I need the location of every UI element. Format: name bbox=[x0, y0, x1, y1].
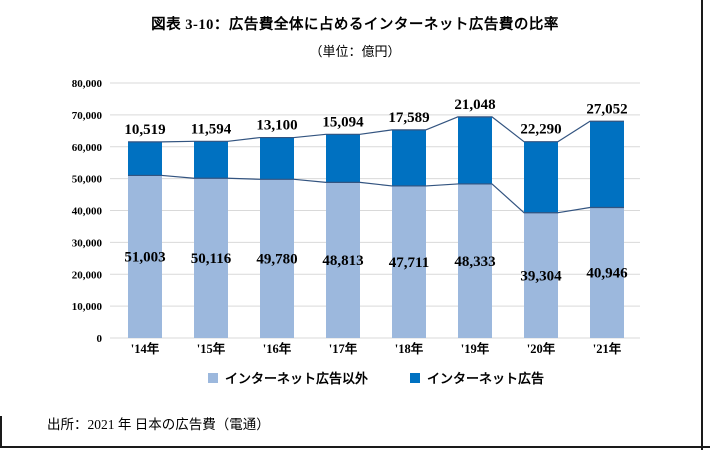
legend-swatch-internet-icon bbox=[410, 372, 420, 383]
bar-segment-non-internet bbox=[194, 178, 228, 338]
bar-segment-non-internet bbox=[524, 212, 558, 338]
chart-legend: インターネット広告以外 インターネット広告 bbox=[21, 368, 710, 387]
legend-item-internet: インターネット広告 bbox=[410, 368, 544, 387]
bar-segment-internet bbox=[128, 141, 162, 176]
bar-segment-internet bbox=[194, 141, 228, 179]
source-note: 出所：2021 年 日本の広告費（電通） bbox=[47, 417, 270, 432]
bar-segment-internet bbox=[260, 137, 294, 180]
internet-value-label: 17,589 bbox=[388, 110, 429, 126]
non-internet-value-label: 47,711 bbox=[389, 255, 429, 271]
non-internet-value-label: 48,813 bbox=[322, 253, 363, 269]
y-tick-label: 80,000 bbox=[72, 78, 103, 90]
y-tick-label: 40,000 bbox=[72, 206, 103, 218]
y-tick-label: 0 bbox=[97, 333, 103, 345]
page-border-right bbox=[701, 0, 703, 450]
x-tick-label: '16年 bbox=[263, 341, 292, 356]
y-tick-label: 10,000 bbox=[72, 301, 103, 313]
internet-value-label: 21,048 bbox=[454, 97, 495, 113]
chart-unit-label: （単位：億円） bbox=[309, 44, 401, 59]
internet-value-label: 11,594 bbox=[191, 121, 232, 137]
non-internet-value-label: 40,946 bbox=[586, 266, 628, 282]
y-tick-label: 60,000 bbox=[72, 142, 103, 154]
x-tick-label: '19年 bbox=[461, 341, 490, 356]
page-border-left bbox=[0, 416, 2, 448]
y-tick-label: 70,000 bbox=[72, 110, 103, 122]
non-internet-boundary-line bbox=[128, 174, 624, 214]
total-boundary-line bbox=[128, 116, 624, 143]
bar-segment-internet bbox=[326, 134, 360, 183]
bar-segment-internet bbox=[524, 141, 558, 213]
legend-label-non-internet: インターネット広告以外 bbox=[224, 371, 368, 386]
page-border-bottom bbox=[0, 446, 710, 448]
legend-item-non-internet: インターネット広告以外 bbox=[207, 368, 368, 387]
y-tick-label: 20,000 bbox=[72, 269, 103, 281]
non-internet-value-label: 39,304 bbox=[520, 268, 562, 284]
bar-segment-internet bbox=[458, 116, 492, 184]
x-tick-label: '17年 bbox=[329, 341, 358, 356]
x-tick-label: '14年 bbox=[131, 341, 160, 356]
bar-segment-internet bbox=[392, 129, 426, 186]
legend-label-internet: インターネット広告 bbox=[427, 371, 545, 386]
chart-title: 図表 3-10：広告費全体に占めるインターネット広告費の比率 bbox=[151, 17, 559, 33]
non-internet-value-label: 49,780 bbox=[256, 252, 297, 268]
x-tick-label: '21年 bbox=[593, 341, 622, 356]
x-tick-label: '18年 bbox=[395, 341, 424, 356]
x-tick-label: '15年 bbox=[197, 341, 226, 356]
non-internet-value-label: 48,333 bbox=[454, 254, 495, 270]
bar-segment-non-internet bbox=[590, 207, 624, 338]
bar-segment-internet bbox=[590, 121, 624, 208]
bar-segment-non-internet bbox=[128, 175, 162, 338]
internet-value-label: 27,052 bbox=[586, 101, 627, 117]
non-internet-value-label: 50,116 bbox=[191, 251, 232, 267]
legend-swatch-non-internet-icon bbox=[207, 372, 218, 383]
bar-segment-non-internet bbox=[260, 179, 294, 338]
stacked-bar-chart-canvas: 0 10,000 20,000 30,000 40,000 50,000 60,000 70,… bbox=[72, 78, 640, 356]
internet-value-label: 22,290 bbox=[520, 122, 561, 138]
bar-segment-non-internet bbox=[326, 182, 360, 338]
x-tick-label: '20年 bbox=[527, 341, 556, 356]
non-internet-value-label: 51,003 bbox=[124, 250, 165, 266]
internet-value-label: 13,100 bbox=[256, 118, 297, 134]
bar-segment-non-internet bbox=[458, 183, 492, 338]
bar-segment-non-internet bbox=[392, 185, 426, 338]
internet-value-label: 15,094 bbox=[322, 114, 364, 130]
y-tick-label: 30,000 bbox=[72, 237, 103, 249]
internet-value-label: 10,519 bbox=[124, 122, 165, 138]
y-tick-label: 50,000 bbox=[72, 174, 103, 186]
